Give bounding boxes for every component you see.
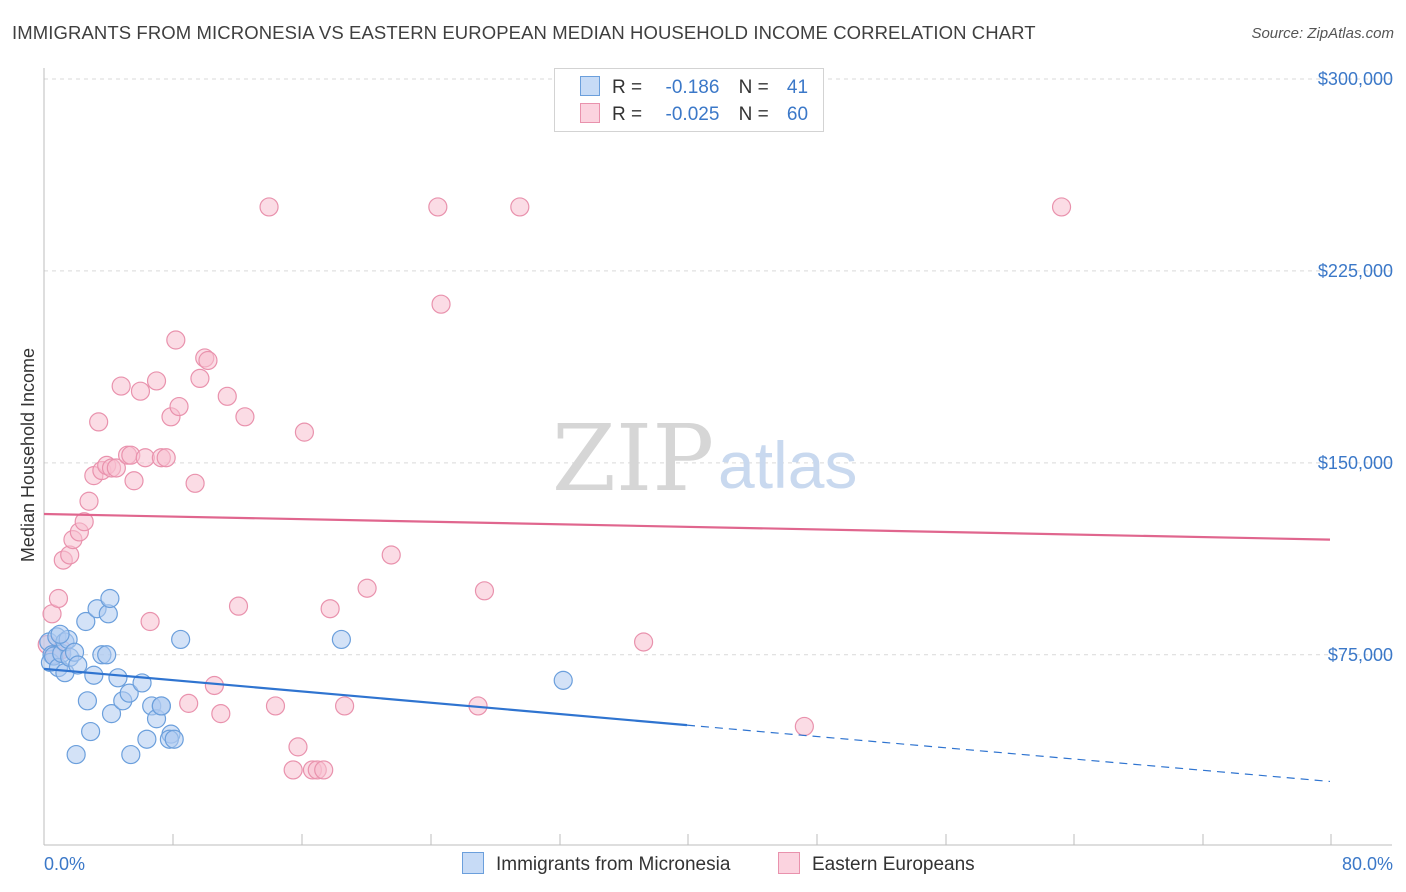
eastern-european-point (156, 448, 176, 468)
y-tick-label: $75,000 (1328, 645, 1393, 665)
y-tick-label: $225,000 (1318, 261, 1393, 281)
eastern-european-point (314, 760, 334, 780)
axes-layer (43, 68, 1392, 846)
eastern-european-point (111, 376, 131, 396)
eastern-european-point (381, 545, 401, 565)
micronesia-point (137, 729, 157, 749)
micronesia-point (108, 668, 128, 688)
micronesia-point (164, 729, 184, 749)
legend-n-value: 60 (786, 104, 809, 125)
eastern-european-point (794, 716, 814, 737)
micronesia-point (553, 670, 573, 690)
eastern-european-point (169, 396, 189, 417)
micronesia-point (68, 655, 88, 675)
points-layer (37, 197, 1072, 780)
legend-n-value: 41 (786, 77, 809, 98)
eastern-european-point (294, 422, 315, 442)
micronesia-point (66, 744, 86, 765)
eastern-european-point (146, 371, 167, 391)
eastern-european-point (428, 197, 448, 217)
micronesia-point (100, 588, 120, 609)
watermark-atlas: atlas (718, 428, 857, 502)
eastern-european-point (166, 330, 186, 350)
eastern-european-point (179, 693, 199, 713)
micronesia-point (84, 665, 104, 685)
grid-layer (44, 78, 1392, 656)
legend-row-micronesia: R = -0.186 N = 41 (580, 76, 808, 100)
eastern-european-point (79, 491, 99, 511)
eastern-european-point (135, 448, 155, 468)
series-legend-eastern-europeans[interactable]: Eastern Europeans (778, 852, 975, 876)
eastern-european-point (474, 581, 495, 601)
legend-n-label: N = (738, 77, 769, 98)
legend-r-label: R = (612, 104, 643, 125)
micronesia-point (101, 704, 122, 724)
micronesia-point (331, 629, 351, 650)
trend-layer (43, 512, 1331, 783)
micronesia-point (97, 645, 117, 665)
micronesia-point (171, 629, 191, 650)
micronesia-point (121, 744, 141, 765)
source-credit: Source: ZipAtlas.com (1251, 25, 1394, 42)
eastern-european-point (228, 596, 249, 616)
eastern-european-point (124, 471, 144, 491)
y-tick-label: $300,000 (1318, 69, 1393, 89)
legend-swatch-blue (462, 852, 484, 874)
eastern-european-point (335, 696, 355, 716)
x-tick-label-end: 80.0% (1342, 854, 1393, 874)
eastern-european-point (510, 197, 530, 217)
eastern-european-point (140, 611, 160, 632)
eastern-european-point (431, 294, 451, 314)
micronesia-point (77, 691, 98, 711)
series-name: Immigrants from Micronesia (496, 854, 731, 875)
legend-n-label: N = (738, 104, 769, 125)
eastern-european-point (283, 760, 303, 780)
micronesia-point (76, 611, 96, 632)
watermark: ZIP atlas (552, 405, 857, 512)
micronesia-point (81, 721, 101, 742)
eastern-european-point (217, 386, 237, 406)
series-name: Eastern Europeans (812, 854, 975, 875)
y-tick-label: $150,000 (1318, 453, 1393, 473)
watermark-zip: ZIP (552, 405, 714, 512)
legend-swatch-blue (580, 76, 600, 96)
eastern-european-point (633, 632, 654, 652)
micronesia-point (50, 624, 70, 644)
chart-title: IMMIGRANTS FROM MICRONESIA VS EASTERN EU… (12, 22, 1036, 43)
legend-row-eastern-europeans: R = -0.025 N = 60 (580, 103, 808, 127)
micronesia-trend-line (43, 667, 688, 727)
x-tick-label-start: 0.0% (44, 854, 85, 874)
eastern-european-point (259, 197, 279, 217)
eastern-european-point (185, 473, 205, 493)
eastern-european-point (106, 458, 126, 478)
eastern-european-point (211, 704, 231, 724)
eastern-european-trend-line (43, 512, 1331, 541)
micronesia-point (151, 696, 171, 716)
legend-swatch-pink (778, 852, 800, 874)
eastern-european-point (89, 412, 109, 432)
legend-r-label: R = (612, 77, 643, 98)
series-legend-micronesia[interactable]: Immigrants from Micronesia (462, 852, 730, 876)
y-axis-label: Median Household Income (18, 348, 38, 562)
legend-swatch-pink (580, 103, 600, 123)
legend-r-value: -0.186 (665, 77, 720, 98)
eastern-european-point (357, 578, 377, 598)
eastern-european-point (198, 350, 218, 371)
eastern-european-point (1051, 197, 1072, 217)
legend-r-value: -0.025 (665, 104, 720, 125)
eastern-european-point (190, 368, 210, 389)
labels-layer: $75,000 $150,000 $225,000 $300,000 0.0% 80.0% (44, 69, 1393, 874)
eastern-european-point (74, 512, 94, 532)
eastern-european-point (320, 599, 340, 619)
correlation-legend: R = -0.186 N = 41 R = -0.025 N = 60 (554, 68, 824, 132)
eastern-european-point (235, 407, 255, 427)
eastern-european-point (265, 696, 286, 716)
micronesia-trend-extension (686, 724, 1331, 783)
eastern-european-point (288, 737, 308, 757)
eastern-european-point (204, 675, 224, 696)
micronesia-point (119, 683, 139, 703)
eastern-european-point (130, 381, 151, 401)
eastern-european-point (48, 588, 69, 609)
